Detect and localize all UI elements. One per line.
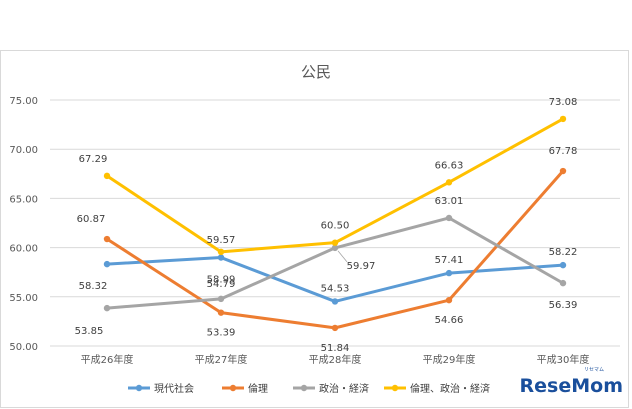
data-point: [445, 296, 453, 304]
data-label: 58.99: [207, 275, 236, 286]
data-label: 59.97: [347, 261, 376, 272]
data-point: [331, 298, 339, 305]
data-point: [559, 279, 567, 287]
y-tick-label: 75.00: [9, 96, 38, 107]
y-tick-label: 65.00: [9, 194, 38, 205]
logo-text: ReseMom: [520, 375, 623, 397]
legend-marker: [391, 384, 399, 392]
x-axis: 平成26年度 平成27年度 平成28年度 平成29年度 平成30年度: [81, 353, 590, 366]
data-point: [217, 295, 225, 303]
data-label: 66.63: [435, 160, 464, 171]
legend-label: 倫理: [248, 382, 268, 395]
data-label: 57.41: [435, 255, 464, 266]
data-point: [445, 179, 453, 186]
data-label: 54.66: [435, 315, 464, 326]
y-tick-label: 60.00: [9, 244, 38, 255]
leader-line: [337, 250, 348, 263]
x-tick-label: 平成27年度: [195, 353, 248, 366]
data-label: 53.85: [75, 326, 104, 337]
data-label: 53.39: [207, 328, 236, 339]
data-label: 59.57: [207, 235, 236, 246]
data-label: 60.87: [77, 214, 106, 225]
x-tick-label: 平成30年度: [537, 353, 590, 366]
legend-marker: [300, 384, 308, 392]
data-point: [103, 260, 111, 268]
data-labels: 58.32 58.99 54.53 57.41 58.22 60.87 53.39 51.84…: [75, 97, 578, 354]
leader-lines: [337, 250, 348, 263]
data-label: 60.50: [321, 221, 350, 232]
legend-label: 倫理、政治・経済: [410, 382, 490, 395]
y-tick-label: 50.00: [9, 342, 38, 353]
legend: 現代社会 倫理 政治・経済 倫理、政治・経済: [128, 382, 490, 395]
legend-label: 現代社会: [154, 382, 194, 395]
data-point: [103, 235, 111, 243]
data-point: [331, 324, 339, 332]
data-label: 54.53: [321, 283, 350, 294]
data-point: [445, 214, 453, 222]
resemom-logo: リセマム ReseMom: [520, 367, 623, 397]
logo-small-text: リセマム: [584, 367, 604, 373]
data-point: [445, 269, 453, 277]
y-tick-label: 70.00: [9, 145, 38, 156]
data-label: 58.22: [549, 247, 578, 258]
x-tick-label: 平成29年度: [423, 353, 476, 366]
data-point: [103, 172, 111, 180]
data-point: [331, 244, 339, 252]
data-point: [103, 304, 111, 312]
data-point: [217, 309, 225, 316]
data-point: [217, 248, 225, 256]
chart-frame: [0, 50, 629, 408]
data-point: [559, 115, 567, 123]
data-label: 67.78: [549, 146, 578, 157]
data-point: [331, 239, 339, 246]
data-point: [217, 254, 225, 261]
data-label: 67.29: [79, 154, 108, 165]
data-label: 58.32: [79, 281, 108, 292]
x-tick-label: 平成28年度: [309, 353, 362, 366]
y-tick-label: 55.00: [9, 293, 38, 304]
series-layer: [103, 115, 567, 332]
x-tick-label: 平成26年度: [81, 353, 134, 366]
data-label: 54.79: [207, 279, 236, 290]
data-label: 63.01: [435, 196, 464, 207]
y-axis: 50.00 55.00 60.00 65.00 70.00 75.00: [9, 96, 38, 353]
legend-label: 政治・経済: [319, 382, 369, 395]
data-point: [559, 261, 567, 269]
data-point: [559, 167, 567, 175]
legend-marker: [135, 384, 143, 392]
data-label: 56.39: [549, 300, 578, 311]
chart-title: 公民: [301, 63, 331, 81]
data-label: 73.08: [549, 97, 578, 108]
data-label: 51.84: [321, 343, 350, 354]
legend-marker: [229, 384, 237, 392]
